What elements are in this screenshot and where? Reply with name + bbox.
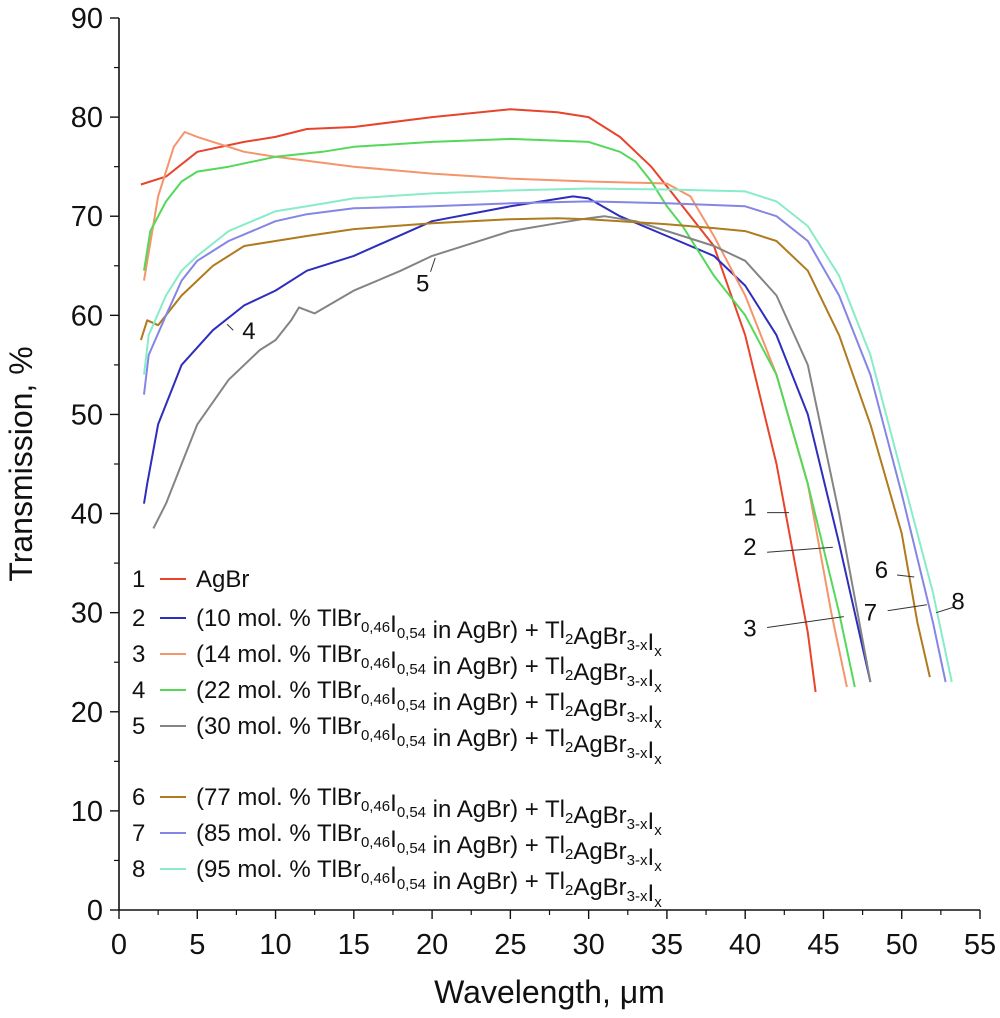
x-tick-label: 25: [494, 929, 526, 961]
callout-leader-8: [936, 606, 956, 614]
legend-number-5: 5: [132, 713, 145, 740]
y-tick-label: 0: [87, 895, 103, 927]
callout-leader-7: [887, 604, 927, 612]
y-tick-label: 80: [71, 102, 103, 134]
callouts: 1 2 3 4 5 6 7 8: [226, 257, 965, 642]
series-line-6: [139, 217, 931, 678]
legend-number-4: 4: [132, 677, 145, 704]
callout-leader-6: [896, 574, 915, 578]
legend-number-8: 8: [132, 856, 145, 883]
series-line-2: [143, 195, 872, 683]
series-lines: [139, 108, 953, 693]
callout-label-8: 8: [951, 589, 964, 616]
y-tick-label: 60: [71, 300, 103, 332]
callout-leader-3: [767, 616, 844, 629]
callout-label-4: 4: [242, 318, 255, 345]
legend-number-2: 2: [132, 605, 145, 632]
x-tick-label: 40: [729, 929, 761, 961]
x-tick-label: 35: [651, 929, 683, 961]
legend-number-3: 3: [132, 641, 145, 668]
series-line-8: [143, 187, 953, 683]
legend-number-1: 1: [132, 566, 145, 593]
callout-label-5: 5: [416, 271, 429, 298]
x-tick-label: 15: [338, 929, 370, 961]
legend-label-6: (77 mol. % TlBr0,46I0,54 in AgBr) + Tl2A…: [196, 784, 662, 839]
y-tick-label: 40: [71, 499, 103, 531]
x-tick-label: 10: [259, 929, 291, 961]
axis-ticks: 0 5 10 15 20 25 30 35 40 45 50 55010203040506070809…: [71, 3, 996, 961]
y-tick-label: 70: [71, 201, 103, 233]
x-tick-label: 30: [573, 929, 605, 961]
series-line-5: [152, 215, 872, 683]
legend-label-7: (85 mol. % TlBr0,46I0,54 in AgBr) + Tl2A…: [196, 820, 662, 875]
legend-label-3: (14 mol. % TlBr0,46I0,54 in AgBr) + Tl2A…: [196, 641, 662, 696]
y-axis-label: Transmission, %: [3, 346, 39, 581]
y-tick-label: 10: [71, 796, 103, 828]
series-line-1: [140, 108, 817, 693]
legend-label-2: (10 mol. % TlBr0,46I0,54 in AgBr) + Tl2A…: [196, 605, 662, 660]
legend: 1 AgBr 2 (10 mol. % TlBr0,46I0,54 in AgBr) …: [132, 566, 662, 911]
callout-label-7: 7: [864, 600, 877, 627]
y-tick-label: 90: [71, 3, 103, 35]
callout-label-2: 2: [743, 534, 756, 561]
callout-leader-4: [226, 323, 234, 331]
x-tick-label: 55: [964, 929, 996, 961]
x-tick-label: 20: [416, 929, 448, 961]
callout-leader-2: [767, 546, 833, 553]
x-tick-label: 0: [111, 929, 127, 961]
series-line-3: [143, 131, 848, 688]
legend-label-4: (22 mol. % TlBr0,46I0,54 in AgBr) + Tl2A…: [196, 677, 662, 732]
legend-label-1: AgBr: [196, 566, 249, 593]
series-line-7: [143, 200, 947, 683]
legend-label-5: (30 mol. % TlBr0,46I0,54 in AgBr) + Tl2A…: [196, 713, 662, 768]
legend-number-7: 7: [132, 820, 145, 847]
callout-leader-5: [430, 257, 436, 272]
series-line-4: [143, 137, 856, 688]
callout-label-3: 3: [743, 615, 756, 642]
legend-number-6: 6: [132, 784, 145, 811]
callout-label-6: 6: [875, 557, 888, 584]
x-tick-label: 5: [189, 929, 205, 961]
callout-label-1: 1: [743, 495, 756, 522]
legend-label-8: (95 mol. % TlBr0,46I0,54 in AgBr) + Tl2A…: [196, 856, 662, 911]
x-tick-label: 50: [886, 929, 918, 961]
x-axis-label: Wavelength, μm: [434, 974, 665, 1010]
y-tick-label: 50: [71, 399, 103, 431]
y-tick-label: 20: [71, 697, 103, 729]
x-tick-label: 45: [807, 929, 839, 961]
y-tick-label: 30: [71, 598, 103, 630]
